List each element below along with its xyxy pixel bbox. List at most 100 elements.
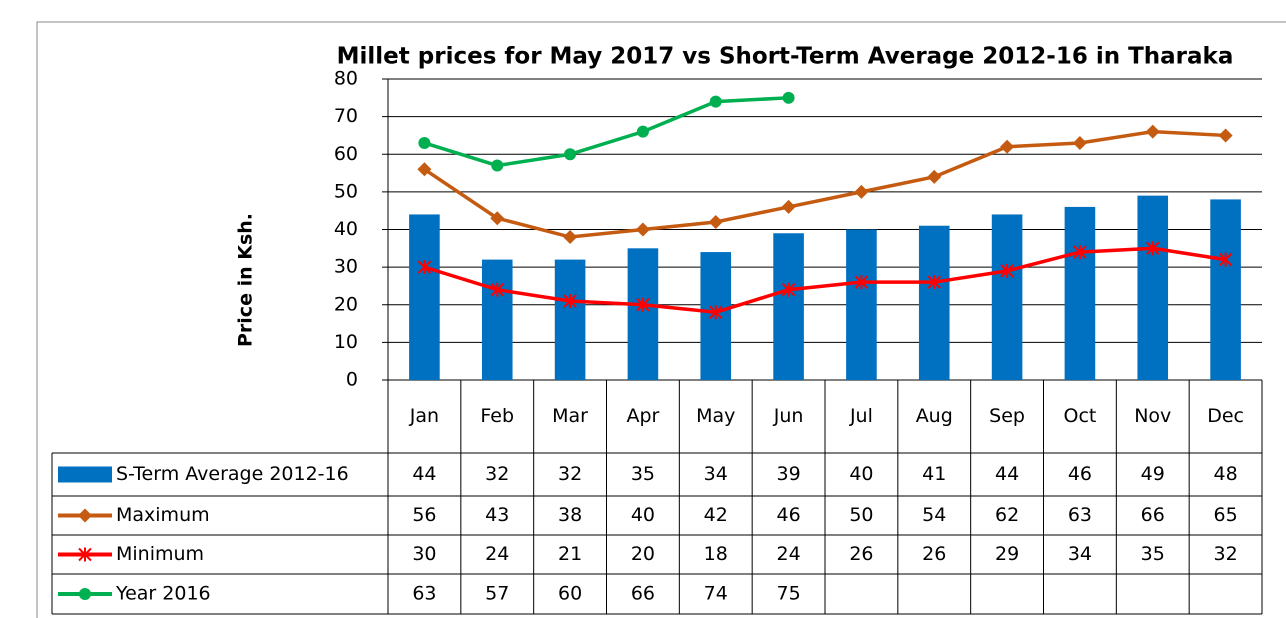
table-value: 20 bbox=[631, 543, 655, 565]
legend-marker bbox=[78, 547, 92, 562]
point bbox=[490, 282, 504, 297]
y-tick-label: 60 bbox=[334, 143, 358, 165]
bar bbox=[1137, 195, 1169, 380]
point bbox=[1145, 124, 1160, 139]
table-value: 46 bbox=[1068, 463, 1092, 485]
legend-label: Maximum bbox=[116, 504, 210, 526]
table-value: 66 bbox=[631, 583, 655, 605]
table-value: 57 bbox=[485, 583, 509, 605]
table-value: 24 bbox=[776, 543, 800, 565]
table-value: 62 bbox=[995, 504, 1019, 526]
x-tick-label: Jun bbox=[773, 405, 804, 427]
x-tick-label: Jul bbox=[849, 405, 873, 427]
point bbox=[781, 282, 796, 297]
point bbox=[1146, 241, 1160, 256]
point bbox=[563, 230, 578, 245]
point bbox=[564, 148, 577, 161]
point bbox=[1218, 128, 1233, 143]
legend-marker bbox=[78, 508, 92, 523]
table-value: 75 bbox=[776, 583, 800, 605]
table-value: 56 bbox=[412, 504, 436, 526]
table-value: 21 bbox=[558, 543, 582, 565]
point bbox=[490, 211, 505, 226]
table-value: 50 bbox=[849, 504, 873, 526]
table-value: 44 bbox=[995, 463, 1019, 485]
table-value: 74 bbox=[704, 583, 728, 605]
table-value: 42 bbox=[704, 504, 728, 526]
point bbox=[1000, 139, 1015, 154]
legend-label: S-Term Average 2012-16 bbox=[116, 463, 349, 485]
line bbox=[423, 246, 1226, 315]
table-value: 39 bbox=[776, 463, 800, 485]
legend-swatch bbox=[58, 466, 112, 483]
point bbox=[709, 95, 722, 108]
table-value: 34 bbox=[704, 463, 728, 485]
table-value: 29 bbox=[995, 543, 1019, 565]
table-value: 49 bbox=[1141, 463, 1165, 485]
table-value: 46 bbox=[776, 504, 800, 526]
point bbox=[417, 260, 432, 275]
legend-label: Year 2016 bbox=[115, 583, 211, 605]
legend-label: Minimum bbox=[116, 543, 204, 565]
line bbox=[423, 96, 789, 168]
x-tick-label: Mar bbox=[552, 405, 588, 427]
x-tick-label: Aug bbox=[916, 405, 953, 427]
table-value: 65 bbox=[1213, 504, 1237, 526]
point bbox=[708, 214, 723, 229]
point bbox=[927, 169, 942, 184]
x-tick-label: Jan bbox=[409, 405, 439, 427]
legend-marker bbox=[79, 588, 91, 600]
y-tick-label: 70 bbox=[334, 105, 358, 127]
bar bbox=[773, 233, 804, 380]
table-value: 63 bbox=[1068, 504, 1092, 526]
table-value: 32 bbox=[1213, 543, 1237, 565]
table-value: 32 bbox=[485, 463, 509, 485]
table-value: 63 bbox=[412, 583, 436, 605]
point bbox=[636, 297, 650, 312]
bar bbox=[1210, 199, 1241, 380]
bar bbox=[409, 214, 440, 380]
bar bbox=[1064, 206, 1096, 380]
bar bbox=[991, 214, 1023, 380]
point bbox=[417, 162, 432, 177]
point bbox=[1072, 135, 1087, 150]
table-value: 26 bbox=[849, 543, 873, 565]
table-value: 41 bbox=[922, 463, 946, 485]
x-tick-label: Nov bbox=[1134, 405, 1171, 427]
chart-frame bbox=[36, 21, 1286, 618]
y-tick-label: 10 bbox=[334, 331, 358, 353]
y-tick-label: 30 bbox=[334, 256, 358, 278]
table-value: 30 bbox=[412, 543, 436, 565]
point bbox=[854, 275, 869, 290]
x-tick-label: Dec bbox=[1207, 405, 1244, 427]
table-value: 66 bbox=[1141, 504, 1165, 526]
bar bbox=[554, 259, 586, 380]
point bbox=[709, 305, 723, 320]
table-value: 26 bbox=[922, 543, 946, 565]
table-value: 38 bbox=[558, 504, 582, 526]
point bbox=[782, 91, 795, 104]
point bbox=[563, 293, 577, 308]
bar bbox=[627, 248, 659, 380]
y-tick-label: 20 bbox=[334, 293, 358, 315]
table-value: 40 bbox=[631, 504, 655, 526]
point bbox=[636, 125, 649, 138]
table-value: 34 bbox=[1068, 543, 1092, 565]
y-tick-label: 80 bbox=[334, 68, 358, 90]
x-tick-label: Apr bbox=[626, 405, 659, 427]
y-tick-label: 40 bbox=[334, 218, 358, 240]
table-value: 35 bbox=[631, 463, 655, 485]
x-tick-label: May bbox=[696, 405, 735, 427]
table-value: 43 bbox=[485, 504, 509, 526]
y-tick-label: 50 bbox=[334, 180, 358, 202]
point bbox=[781, 199, 796, 214]
table-value: 35 bbox=[1141, 543, 1165, 565]
y-axis-label: Price in Ksh. bbox=[235, 213, 257, 347]
table-value: 44 bbox=[412, 463, 436, 485]
point bbox=[491, 159, 504, 172]
bar bbox=[918, 225, 950, 380]
point bbox=[418, 136, 431, 149]
line bbox=[423, 129, 1226, 239]
